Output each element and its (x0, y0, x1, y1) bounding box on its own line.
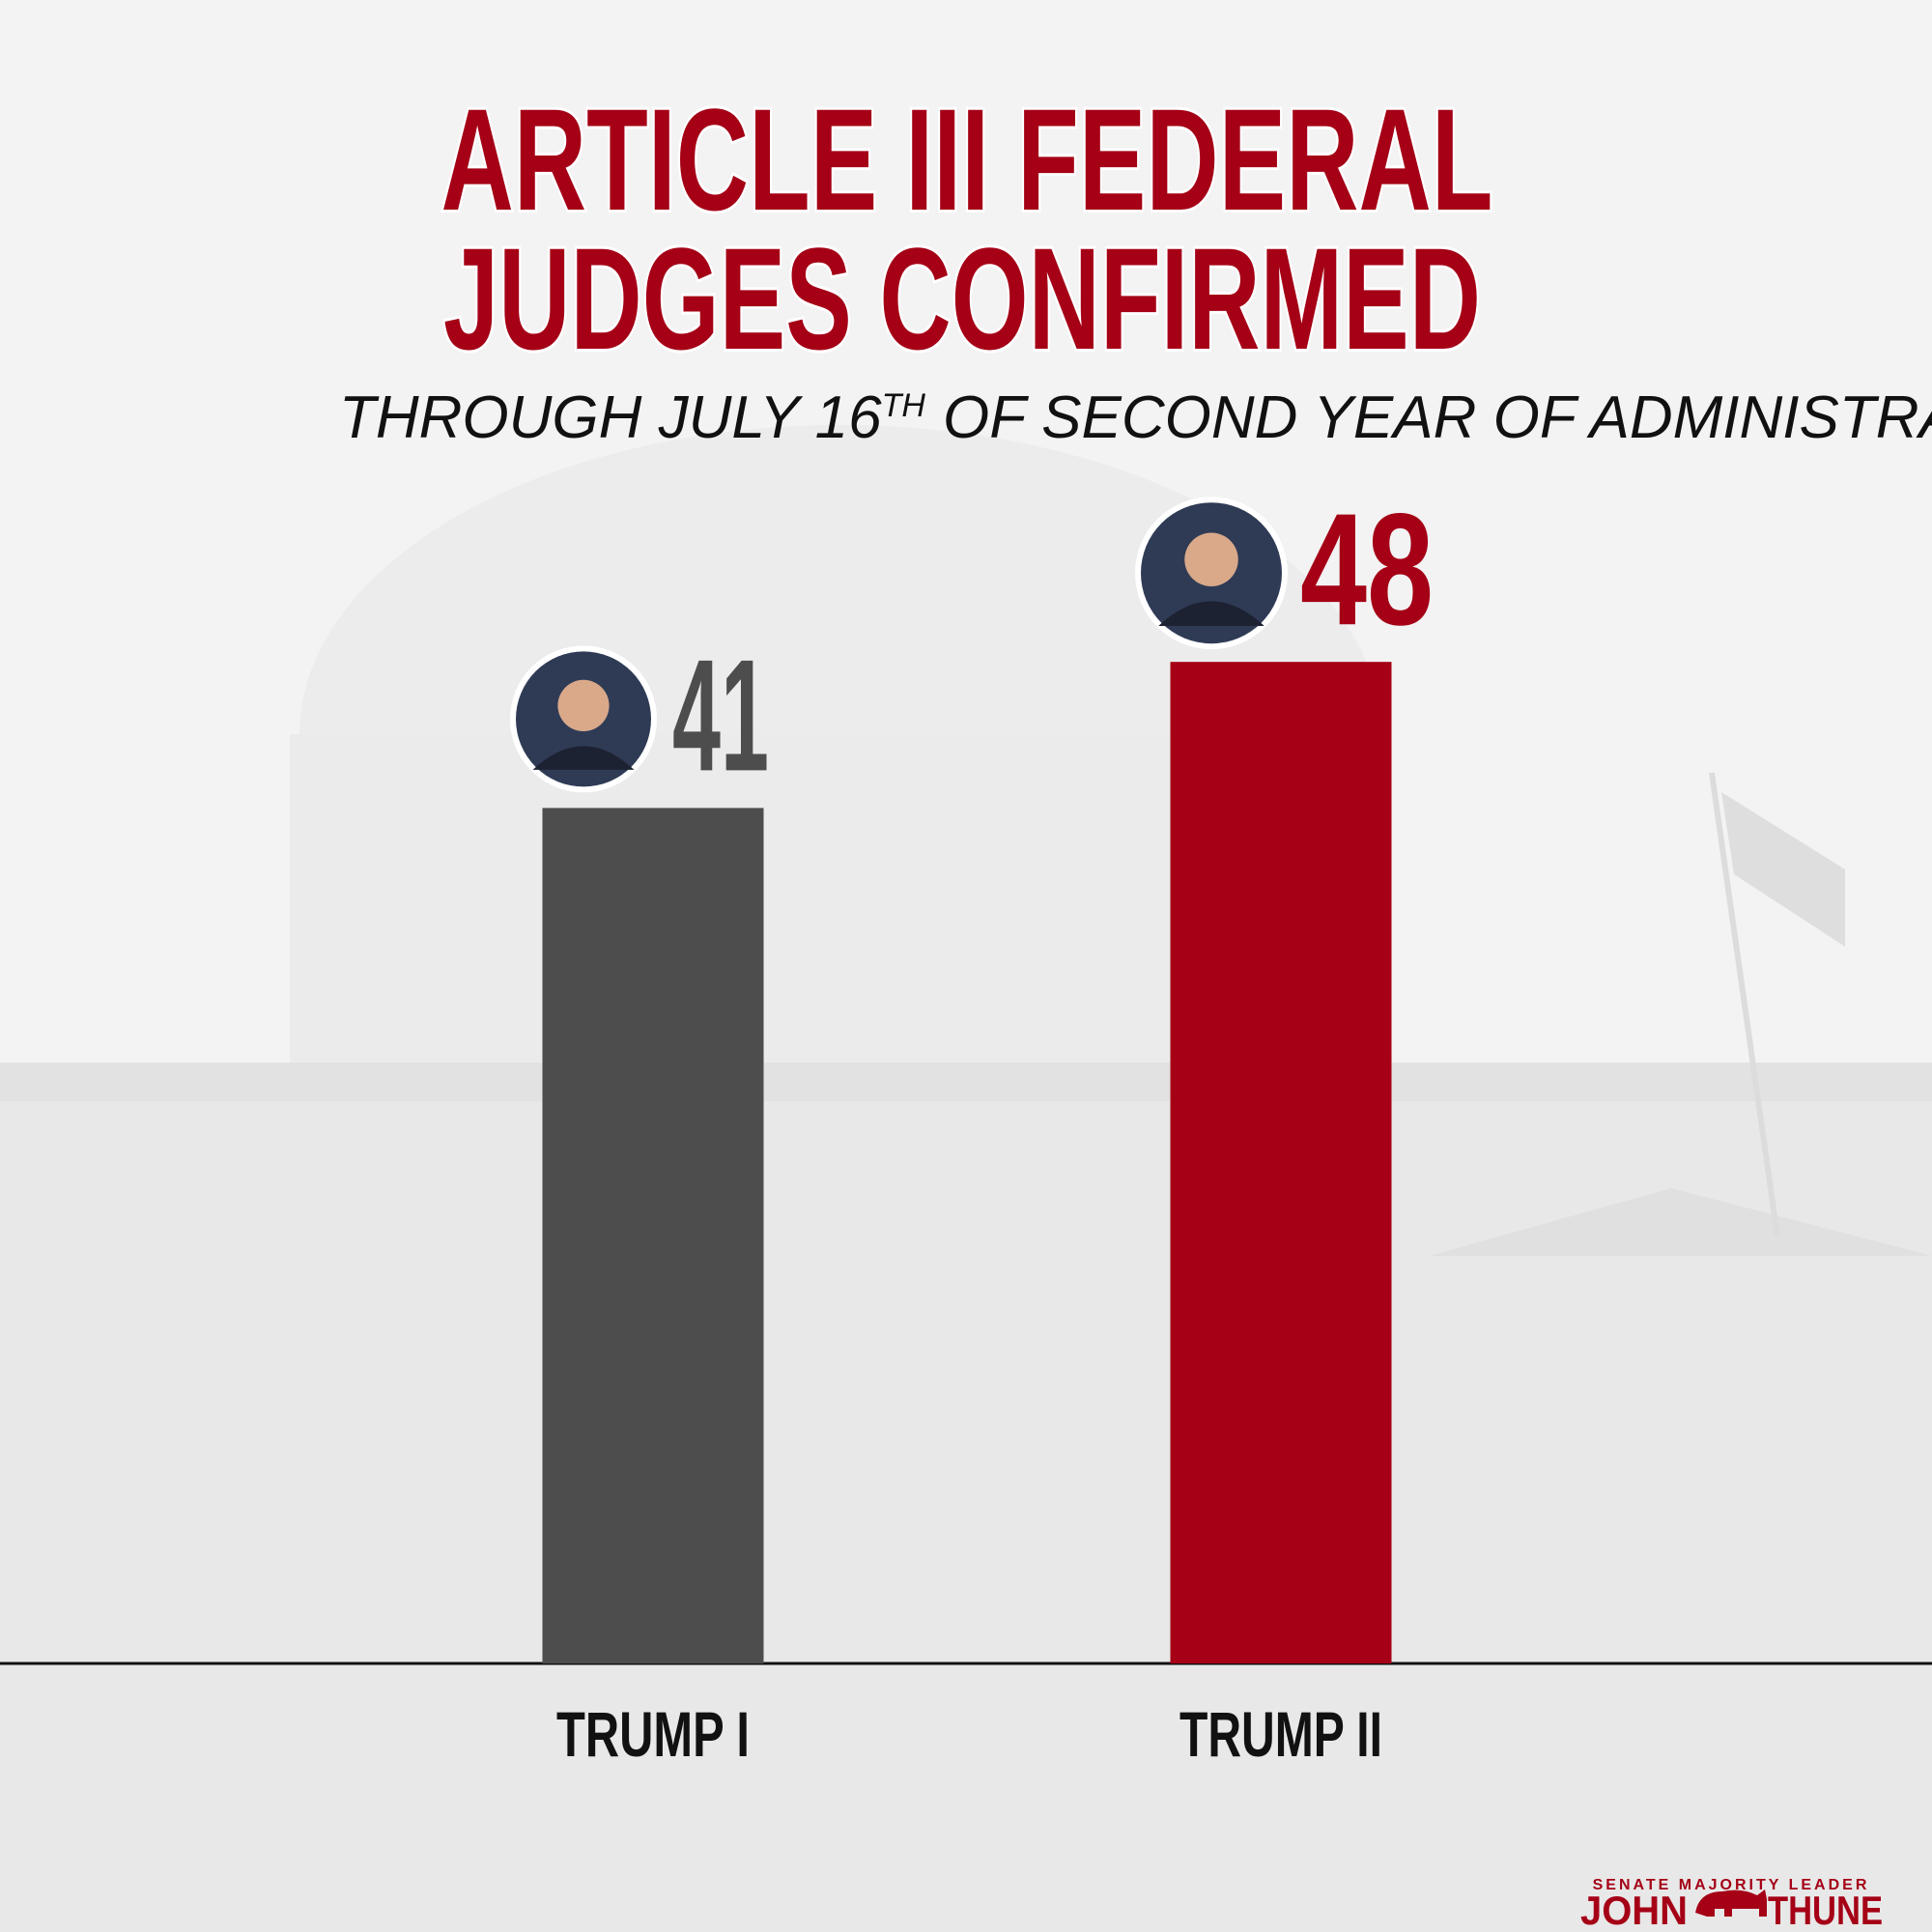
bar (1170, 662, 1392, 1664)
portrait (1135, 497, 1288, 650)
portrait-face (1184, 532, 1238, 586)
branding: SENATE MAJORITY LEADER JOHN THUNE (1580, 1877, 1883, 1932)
subtitle-text: THROUGH JULY 16 (339, 384, 882, 451)
brand-first-name: JOHN (1580, 1888, 1688, 1932)
bar (542, 808, 764, 1663)
portrait (510, 645, 657, 793)
brand-bison (1695, 1889, 1767, 1917)
portrait-face (557, 679, 610, 732)
value-label: 41 (672, 626, 769, 804)
portrait-suit (1158, 601, 1264, 626)
chart-title: ARTICLE III FEDERAL (441, 78, 1493, 241)
x-tick-label: TRUMP I (556, 1698, 750, 1770)
subtitle: THROUGH JULY 16TH OF SECOND YEAR OF ADMIN… (339, 384, 1932, 451)
subtitle-rest: OF SECOND YEAR OF ADMINISTRATION (943, 384, 1932, 451)
portrait-suit (532, 746, 635, 770)
brand-tagline: SENATE MAJORITY LEADER (1593, 1877, 1870, 1893)
value-label: 48 (1300, 480, 1434, 658)
chart-title: JUDGES CONFIRMED (443, 217, 1481, 380)
subtitle-superscript: TH (882, 387, 926, 424)
brand-last-name: THUNE (1768, 1888, 1883, 1932)
x-tick-label: TRUMP II (1179, 1698, 1382, 1770)
